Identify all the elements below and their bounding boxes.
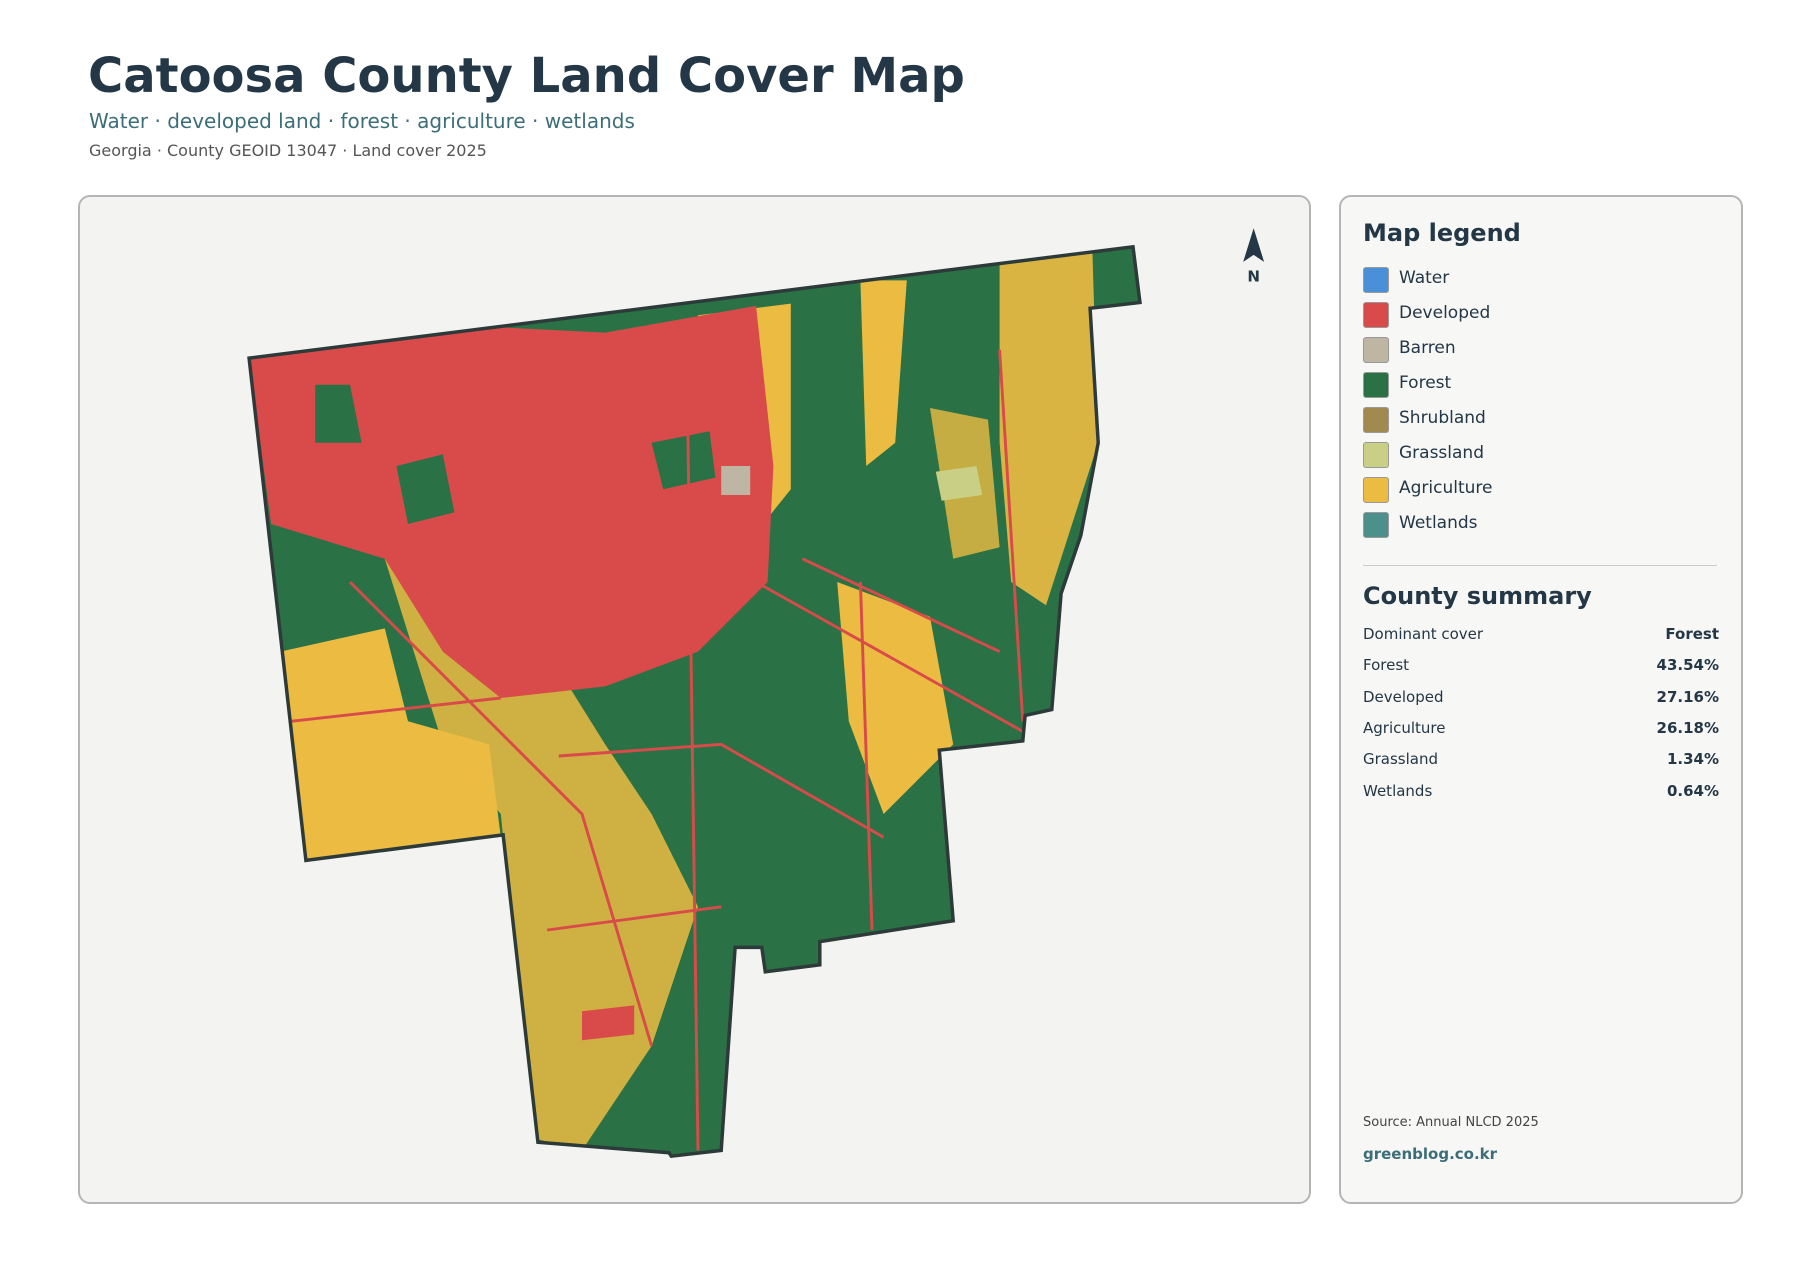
legend-label: Forest [1399,373,1452,393]
summary-value: 27.16% [1656,687,1719,706]
legend-label: Shrubland [1399,408,1486,428]
page-title: Catoosa County Land Cover Map [88,48,965,104]
legend-swatch [1363,442,1389,468]
county: N [247,228,1265,1159]
summary-label: Agriculture [1363,718,1446,737]
legend-label: Developed [1399,303,1491,323]
side-panel: Map legend Water Developed Barren Forest Shr… [1339,195,1743,1204]
legend-label: Barren [1399,338,1456,358]
summary-label: Grassland [1363,750,1438,769]
page-subtitle: Water · developed land · forest · agricu… [89,109,635,133]
legend-label: Wetlands [1399,513,1478,533]
legend-swatch [1363,477,1389,503]
summary-title: County summary [1363,582,1592,610]
summary-label: Forest [1363,656,1410,675]
summary-value: 0.64% [1666,781,1719,800]
page-meta: Georgia · County GEOID 13047 · Land cove… [89,141,487,160]
summary-value: 43.54% [1656,656,1719,675]
legend-swatch [1363,267,1389,293]
source: Source: Annual NLCD 2025 [1363,1115,1539,1130]
legend-swatch [1363,337,1389,363]
map: N [247,228,1265,1159]
legend-title: Map legend [1363,219,1521,247]
summary-value: 1.34% [1666,750,1719,769]
north-label: N [1247,268,1260,286]
legend-label: Agriculture [1399,478,1493,498]
site: greenblog.co.kr [1363,1145,1498,1163]
summary-label: Wetlands [1363,781,1433,800]
legend-swatch [1363,407,1389,433]
summary-label: Developed [1363,687,1444,706]
divider [1363,565,1717,566]
legend-label: Water [1399,268,1450,288]
summary-label: Dominant cover [1363,625,1484,643]
legend-swatch [1363,512,1389,538]
legend-swatch [1363,302,1389,328]
summary-value: Forest [1665,625,1719,643]
legend-swatch [1363,372,1389,398]
legend-label: Grassland [1399,443,1484,463]
map-panel: N [78,195,1311,1204]
summary-value: 26.18% [1656,718,1719,737]
